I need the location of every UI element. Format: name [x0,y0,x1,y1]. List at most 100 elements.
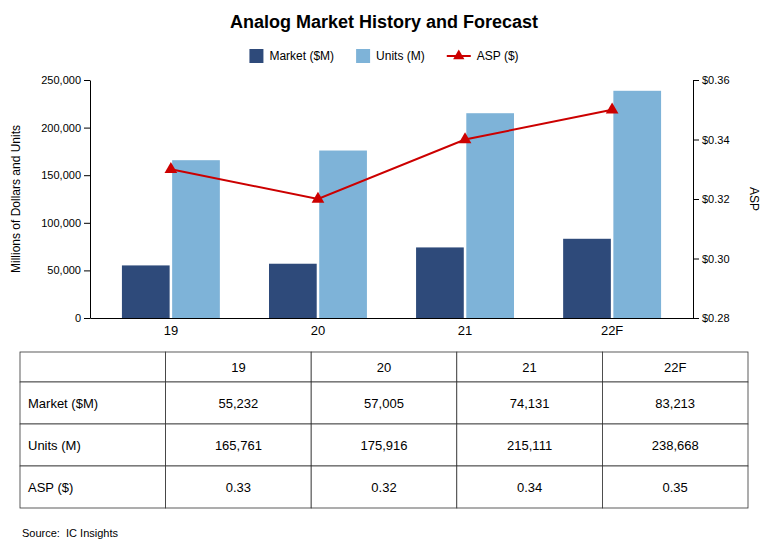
table-text: 175,916 [361,438,408,453]
tick: 22F [601,323,623,338]
tick: 100,000 [41,217,90,229]
legend-swatch [356,49,370,63]
table-cell [20,424,166,466]
table-text: 0.35 [663,480,688,495]
table-cell [602,424,748,466]
table-cell [457,424,603,466]
tick-mark [693,140,699,141]
source: Source: IC Insights [22,527,118,539]
tick: 200,000 [41,122,90,134]
y2-axis-title: ASP [747,187,761,211]
x-axis: 19 20 21 22F [91,319,694,339]
legend-label: ASP ($) [477,49,519,63]
legend-label: Units (M) [376,49,425,63]
tick: 20 [311,323,325,338]
table-text: 22F [664,360,686,375]
bar [122,265,170,318]
tick: 0 [75,312,90,324]
table-cell [602,382,748,424]
table-cell [166,352,312,382]
tick-label: 250,000 [41,74,81,86]
bar [319,151,367,318]
tick: 150,000 [41,169,90,181]
table-text: 0.32 [371,480,396,495]
tick: $0.28 [693,312,730,324]
legend-item: Market ($M) [249,49,334,63]
bar [416,247,464,318]
tick-mark [84,318,90,319]
table-cell [457,466,603,508]
table-cell [311,466,457,508]
tick-label: 100,000 [41,217,81,229]
bar [613,91,661,318]
tick-mark [693,318,699,319]
table-cell [311,382,457,424]
tick-label: $0.28 [702,312,730,324]
marker [606,102,619,113]
plot-area [122,91,661,318]
tick-label: $0.30 [702,253,730,265]
tick-label: 19 [164,323,178,338]
marker [312,192,325,203]
marker [459,132,472,143]
table-cell [166,466,312,508]
table-text: 74,131 [510,396,550,411]
tick-label: $0.34 [702,134,730,146]
tick-mark [693,199,699,200]
table-cell [457,352,603,382]
tick: $0.34 [693,134,730,146]
tick-label: $0.36 [702,74,730,86]
table-text: 20 [377,360,391,375]
tick: $0.36 [693,74,730,86]
table-cell [311,424,457,466]
tick: 21 [458,323,472,338]
tick-mark [693,80,699,81]
y-axis: 0 50,000 100,000 150,000 200,000 250,000 [41,74,90,324]
table-text: 165,761 [215,438,262,453]
tick-label: 200,000 [41,122,81,134]
table-text: 0.34 [517,480,542,495]
table-text: 238,668 [652,438,699,453]
table-text: 55,232 [219,396,259,411]
table-text: Market ($M) [28,396,98,411]
y2-axis: $0.28 $0.30 $0.32 $0.34 $0.36 [693,74,730,324]
legend: Market ($M) Units (M) ASP ($) [249,49,518,63]
table-cell [311,352,457,382]
tick-label: 21 [458,323,472,338]
table-cell [20,466,166,508]
tick: 50,000 [47,264,90,276]
table-cell [166,382,312,424]
table-text: 57,005 [364,396,404,411]
table-cell [166,424,312,466]
legend-item: ASP ($) [447,49,519,63]
table-text: 215,111 [507,438,552,453]
tick-mark [84,80,90,81]
tick: $0.30 [693,253,730,265]
bar [269,264,317,318]
table-text: 0.33 [226,480,251,495]
table-text: 83,213 [655,396,695,411]
tick-mark [84,270,90,271]
bar [563,239,611,318]
tick: $0.32 [693,193,730,205]
bar [172,160,220,318]
tick: 250,000 [41,74,90,86]
table-cell [20,352,166,382]
table-text: 21 [522,360,536,375]
title: Analog Market History and Forecast [230,12,538,32]
tick-label: 150,000 [41,169,81,181]
bar-series [172,91,661,318]
tick-mark [84,128,90,129]
table-cell [20,382,166,424]
line [171,110,612,199]
tick-label: 20 [311,323,325,338]
x-axis-line [91,318,694,319]
table-cell [602,352,748,382]
legend-item: Units (M) [356,49,425,63]
table-text: 19 [231,360,245,375]
table-cell [602,466,748,508]
y-axis-title: Millions of Dollars and Units [9,125,23,273]
table-text: ASP ($) [28,480,73,495]
bar [466,113,514,318]
tick-label: 22F [601,323,623,338]
